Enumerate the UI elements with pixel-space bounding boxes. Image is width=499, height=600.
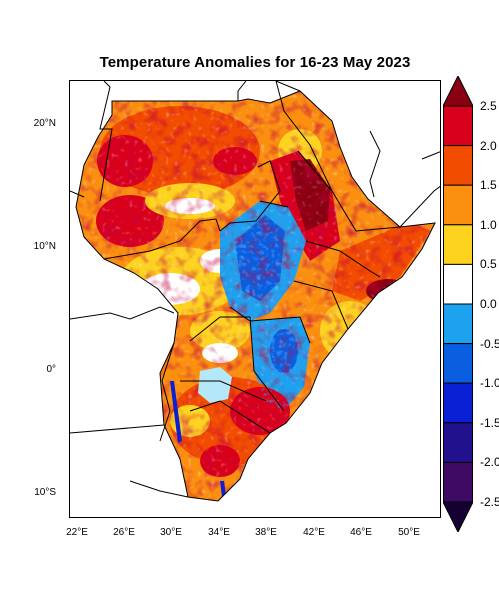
colorbar-tick-label: -1.5 [480, 415, 499, 430]
colorbar-tick-label: -2.0 [480, 455, 499, 470]
country-borders [70, 81, 440, 502]
colorbar-tick-label: 2.0 [480, 138, 497, 153]
lat-label-0: 0° [46, 364, 56, 375]
lon-label-38e: 38°E [255, 527, 277, 538]
colorbar-bin [443, 343, 473, 384]
lon-label-34e: 34°E [208, 527, 230, 538]
lon-label-46e: 46°E [350, 527, 372, 538]
colorbar-bin [443, 184, 473, 226]
map-canvas [70, 81, 440, 502]
lon-label-50e: 50°E [398, 527, 420, 538]
lat-label-10n: 10°N [33, 241, 56, 252]
lon-label-30e: 30°E [160, 527, 182, 538]
colorbar-bin [443, 382, 473, 424]
lat-label-20n: 20°N [33, 118, 56, 129]
lat-label-10s: 10°S [34, 487, 56, 498]
anomaly-field [76, 91, 435, 501]
colorbar-bin [443, 145, 473, 186]
colorbar-bin [443, 461, 473, 503]
colorbar-tick-label: 0.5 [480, 257, 497, 272]
colorbar-bin [443, 422, 473, 463]
colorbar-tick-label: 0.0 [480, 297, 497, 311]
lon-label-42e: 42°E [303, 527, 325, 538]
colorbar-tick-label: 1.5 [480, 178, 497, 193]
colorbar-tick-label: -2.5 [480, 495, 499, 509]
colorbar-tick-label: 1.0 [480, 217, 497, 232]
colorbar-bin [443, 303, 473, 345]
colorbar-min-arrow [443, 501, 473, 532]
colorbar-bin [443, 263, 473, 305]
map-frame [69, 80, 441, 518]
colorbar-tick-label: -0.5 [480, 336, 499, 351]
colorbar-max-arrow [443, 76, 473, 107]
colorbar-tick-label: 2.5 [480, 99, 497, 113]
lon-label-26e: 26°E [113, 527, 135, 538]
colorbar [443, 76, 473, 532]
colorbar-bin [443, 105, 473, 147]
colorbar-tick-label: -1.0 [480, 376, 499, 391]
colorbar-bin [443, 224, 473, 265]
map-title: Temperature Anomalies for 16-23 May 2023 [99, 54, 411, 71]
lon-label-22e: 22°E [66, 527, 88, 538]
